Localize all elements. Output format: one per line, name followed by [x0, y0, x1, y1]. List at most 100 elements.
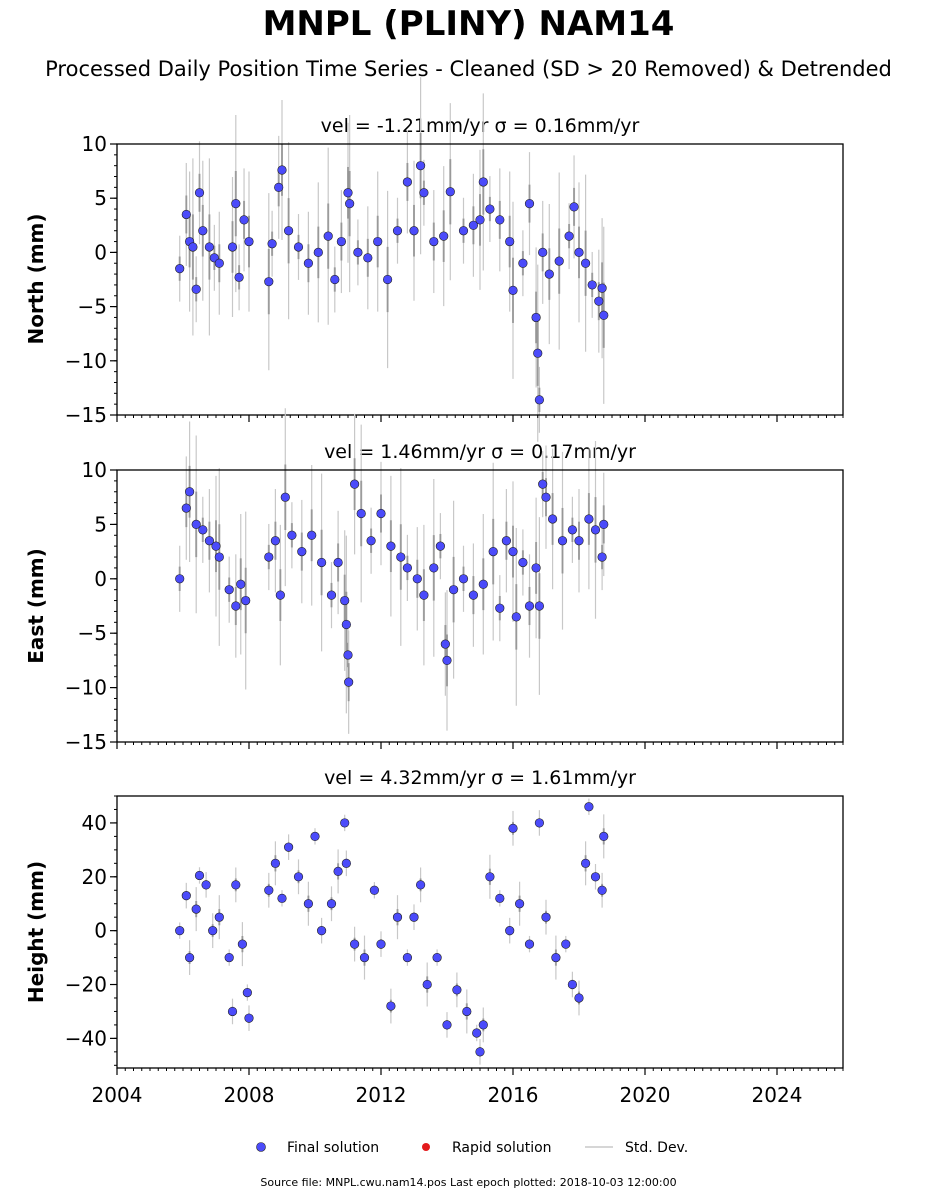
final-solution-point [287, 530, 297, 540]
final-solution-point [194, 870, 205, 881]
panel-north: vel = -1.21mm/yr σ = 0.16mm/yr North (mm… [24, 77, 844, 442]
y-tick-label: −5 [78, 295, 107, 319]
final-solution-point [231, 880, 241, 890]
panel-north-title: vel = -1.21mm/yr σ = 0.16mm/yr [321, 115, 640, 137]
legend-std-label: Std. Dev. [625, 1140, 688, 1156]
panel-east: vel = 1.46mm/yr σ = 0.17mm/yr East (mm) … [24, 408, 844, 754]
final-solution-point [386, 541, 396, 551]
final-solution-point [241, 595, 251, 606]
final-solution-point [237, 939, 247, 949]
final-solution-point [185, 952, 195, 963]
final-solution-point [236, 579, 246, 589]
final-solution-point [366, 536, 376, 546]
y-tick-label: −15 [65, 403, 107, 427]
final-solution-point [239, 215, 249, 225]
final-solution-point [293, 242, 304, 252]
final-solution-point [429, 236, 439, 247]
final-solution-point [353, 247, 363, 257]
final-solution-point [419, 188, 429, 198]
final-solution-point [344, 677, 354, 687]
panel-height-title: vel = 4.32mm/yr σ = 1.61mm/yr [324, 767, 636, 789]
final-solution-point [198, 525, 208, 535]
final-solution-point [574, 247, 584, 257]
final-solution-point [356, 508, 366, 519]
final-solution-point [422, 979, 432, 990]
final-solution-point [386, 1001, 396, 1011]
final-solution-point [551, 952, 561, 963]
panel-height-ylabel: Height (mm) [24, 861, 48, 1003]
y-tick-label: 10 [82, 132, 107, 156]
final-solution-point [531, 563, 541, 573]
final-solution-point [508, 285, 518, 295]
final-solution-point [392, 226, 403, 236]
final-solution-point [569, 202, 579, 212]
final-solution-point [590, 872, 601, 882]
final-solution-point [501, 536, 512, 546]
y-tick-label: 10 [82, 458, 107, 482]
final-solution-point [508, 546, 518, 557]
final-solution-point [244, 1013, 254, 1023]
final-solution-point [458, 226, 469, 236]
final-solution-point [373, 236, 383, 247]
chart-subtitle: Processed Daily Position Time Series - C… [45, 57, 892, 81]
final-solution-point [561, 939, 571, 949]
final-solution-point [584, 802, 594, 812]
final-solution-point [402, 177, 413, 187]
final-solution-point [524, 199, 535, 209]
final-solution-point [185, 487, 195, 497]
final-solution-point [204, 536, 214, 546]
final-solution-point [293, 872, 304, 882]
final-solution-point [409, 226, 419, 236]
legend: Final solution Rapid solution Std. Dev. [256, 1140, 688, 1156]
final-solution-point [495, 603, 505, 613]
final-solution-point [317, 557, 327, 568]
final-solution-point [275, 590, 285, 600]
final-solution-point [326, 899, 337, 909]
final-solution-point [341, 619, 351, 630]
y-tick-label: −40 [65, 1026, 107, 1050]
final-solution-point [442, 1020, 452, 1030]
final-solution-point [198, 226, 208, 236]
final-solution-point [303, 258, 314, 268]
final-solution-point [599, 519, 609, 530]
x-axis-tick-labels: 2004 2008 2012 2016 2020 2024 [92, 1083, 803, 1107]
x-tick-label: 2020 [620, 1083, 671, 1107]
y-tick-label: 40 [82, 811, 107, 835]
final-solution-point [485, 204, 495, 214]
final-solution-point [191, 904, 201, 914]
panel-north-plot-area: 10 5 0 −5 −10 −15 [65, 77, 844, 442]
final-solution-point [445, 187, 455, 197]
final-solution-point [475, 1047, 485, 1057]
y-tick-label: 0 [94, 567, 107, 591]
final-solution-point [449, 585, 459, 595]
final-solution-point [341, 858, 351, 868]
final-solution-point [440, 639, 450, 649]
final-solution-point [323, 231, 333, 241]
final-solution-point [211, 541, 221, 551]
final-solution-point [544, 269, 554, 279]
final-solution-point [214, 552, 224, 562]
final-solution-point [326, 590, 337, 600]
final-solution-point [435, 541, 446, 551]
final-solution-point [383, 274, 393, 285]
final-solution-point [274, 182, 284, 192]
final-solution-point [343, 650, 353, 660]
final-solution-point [303, 899, 314, 909]
final-solution-point [343, 188, 353, 198]
y-tick-label: 5 [94, 512, 107, 536]
final-solution-point [376, 939, 386, 949]
final-solution-point [594, 296, 604, 306]
final-solution-point [538, 479, 548, 489]
final-solution-point [597, 552, 607, 562]
final-solution-point [505, 236, 515, 247]
final-solution-point [350, 479, 360, 489]
final-solution-point [475, 215, 485, 225]
final-solution-point [567, 979, 578, 990]
final-solution-point [416, 161, 426, 171]
panel-height: vel = 4.32mm/yr σ = 1.61mm/yr Height (mm… [24, 767, 844, 1075]
final-solution-point [350, 939, 360, 949]
final-solution-point [488, 546, 498, 557]
legend-final-marker [256, 1142, 266, 1152]
panel-north-ylabel: North (mm) [24, 213, 48, 344]
